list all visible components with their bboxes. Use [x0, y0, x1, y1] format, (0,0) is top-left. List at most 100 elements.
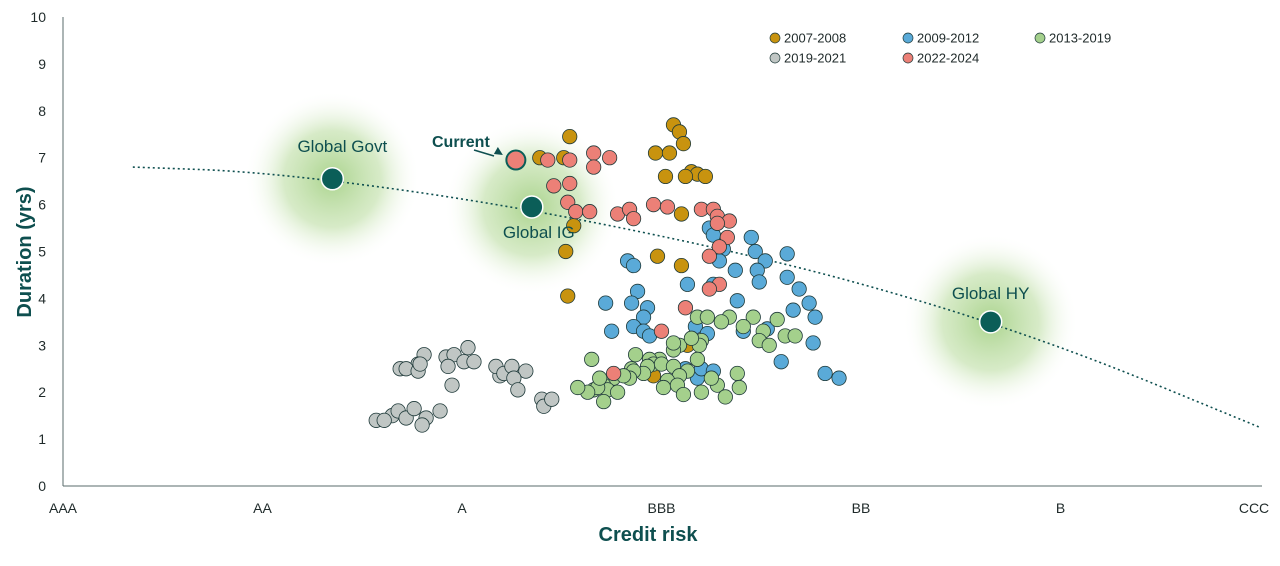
x-tick-label: B — [1056, 500, 1065, 516]
point-2009-2012 — [773, 354, 789, 370]
y-tick-label: 8 — [38, 103, 46, 119]
trend-line — [132, 166, 1261, 429]
legend-label: 2022-2024 — [917, 51, 979, 66]
point-2009-2012 — [729, 293, 745, 309]
point-2007-2008 — [560, 288, 576, 304]
y-tick-label: 6 — [38, 197, 46, 213]
point-2019-2021 — [518, 363, 534, 379]
point-2009-2012 — [604, 323, 620, 339]
point-2009-2012 — [598, 295, 614, 311]
point-2022-2024 — [709, 215, 725, 231]
point-2007-2008 — [649, 248, 666, 264]
x-tick-label: BB — [852, 500, 871, 516]
point-2009-2012 — [807, 309, 823, 325]
axes — [62, 17, 1262, 487]
point-2013-2019 — [713, 314, 729, 330]
point-2013-2019 — [745, 309, 761, 325]
point-2009-2012 — [805, 335, 821, 351]
point-2013-2019 — [570, 379, 586, 396]
point-2009-2012 — [623, 295, 640, 311]
point-2007-2008 — [661, 145, 678, 161]
benchmark-label: Global Govt — [297, 137, 387, 156]
x-axis-title: Credit risk — [599, 524, 699, 546]
point-2013-2019 — [596, 393, 612, 410]
scatter-points — [368, 117, 847, 433]
point-2009-2012 — [817, 365, 833, 382]
y-tick-labels: 0 1 2 3 4 5 6 7 8 9 10 — [30, 9, 46, 494]
y-tick-label: 1 — [38, 431, 46, 447]
y-tick-label: 2 — [38, 384, 46, 400]
point-2007-2008 — [562, 128, 578, 145]
x-tick-label: AAA — [49, 500, 78, 516]
legend: 2007-2008 2009-2012 2013-2019 2019-2021 2022… — [769, 31, 1111, 66]
point-2013-2019 — [699, 309, 715, 325]
point-2019-2021 — [432, 403, 448, 419]
point-2022-2024 — [546, 178, 562, 194]
point-2009-2012 — [831, 370, 847, 386]
point-2013-2019 — [584, 351, 600, 367]
point-2022-2024 — [701, 281, 717, 297]
point-2009-2012 — [743, 229, 759, 246]
benchmark-point — [520, 195, 544, 219]
benchmark-point — [978, 310, 1003, 334]
y-axis-title: Duration (yrs) — [14, 186, 36, 317]
point-2013-2019 — [675, 386, 692, 403]
legend-label: 2009-2012 — [917, 31, 979, 46]
point-2009-2012 — [785, 302, 801, 318]
point-2007-2008 — [657, 168, 674, 185]
x-tick-label: CCC — [1239, 500, 1269, 516]
point-2019-2021 — [510, 382, 526, 398]
point-2022-2024 — [653, 323, 670, 339]
current-arrowhead — [493, 147, 503, 156]
point-2019-2021 — [376, 412, 392, 428]
point-2007-2008 — [673, 206, 690, 222]
point-2022-2024 — [602, 150, 618, 166]
point-2022-2024 — [659, 199, 676, 215]
point-2013-2019 — [655, 379, 672, 396]
legend-label: 2019-2021 — [784, 51, 846, 66]
point-2013-2019 — [592, 370, 608, 386]
y-tick-label: 0 — [38, 478, 46, 494]
point-2009-2012 — [791, 281, 807, 297]
point-2013-2019 — [769, 311, 785, 328]
point-2007-2008 — [697, 168, 713, 185]
benchmark-point — [320, 167, 345, 191]
point-2022-2024 — [568, 204, 584, 220]
point-2007-2008 — [673, 257, 690, 274]
point-2022-2024 — [562, 175, 578, 192]
point-2007-2008 — [677, 168, 694, 185]
legend-marker — [1034, 32, 1046, 44]
point-2013-2019 — [735, 318, 751, 335]
point-2013-2019 — [729, 365, 745, 382]
point-2022-2024 — [645, 197, 662, 213]
point-2013-2019 — [703, 370, 719, 386]
y-tick-label: 7 — [38, 150, 46, 166]
point-2022-2024 — [586, 159, 602, 175]
point-2013-2019 — [761, 337, 777, 353]
point-2019-2021 — [440, 358, 456, 375]
point-2019-2021 — [444, 377, 460, 393]
point-2022-2024 — [606, 365, 622, 382]
point-2019-2021 — [414, 417, 430, 433]
benchmark-label: Global HY — [952, 284, 1029, 303]
point-2019-2021 — [466, 354, 482, 370]
benchmark-label: Global IG — [503, 223, 575, 242]
current-label: Current — [432, 134, 490, 151]
point-2009-2012 — [727, 262, 743, 278]
point-2022-2024 — [701, 248, 717, 264]
point-2022-2024 — [625, 211, 642, 227]
point-2009-2012 — [747, 243, 763, 260]
point-2019-2021 — [544, 391, 560, 407]
y-tick-label: 10 — [30, 9, 46, 25]
point-2009-2012 — [625, 257, 642, 274]
x-tick-label: A — [457, 500, 467, 516]
point-2022-2024 — [677, 300, 694, 316]
point-2022-2024 — [582, 204, 598, 220]
x-tick-label: AA — [253, 500, 272, 516]
point-2013-2019 — [693, 384, 710, 400]
point-2007-2008 — [675, 136, 692, 152]
point-2022-2024 — [711, 239, 727, 255]
point-2009-2012 — [779, 269, 795, 285]
point-2019-2021 — [460, 340, 476, 356]
